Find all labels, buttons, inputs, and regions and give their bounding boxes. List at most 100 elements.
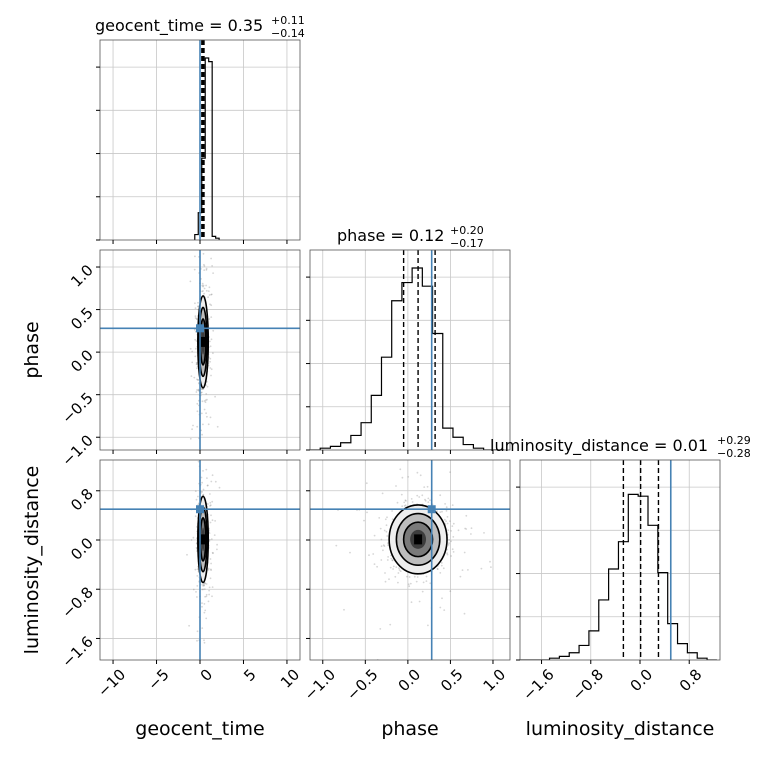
panel-luminosity-distance-vs-geocent-time xyxy=(96,435,301,667)
title-geocent-time: geocent_time = 0.35 xyxy=(95,16,263,36)
sample-point xyxy=(195,340,198,342)
sample-point xyxy=(391,559,394,562)
sample-point xyxy=(196,639,198,642)
sample-point xyxy=(192,424,194,427)
sample-point xyxy=(202,588,205,591)
sample-point xyxy=(205,284,208,287)
histogram-step xyxy=(520,493,717,660)
sample-point xyxy=(410,601,413,604)
sample-point xyxy=(209,501,212,504)
sample-point xyxy=(210,293,213,296)
sample-point xyxy=(189,437,192,440)
sample-point xyxy=(382,549,384,552)
sample-point xyxy=(204,609,207,612)
sample-point xyxy=(427,501,430,503)
sample-point xyxy=(205,468,208,471)
sample-point xyxy=(206,484,209,487)
sample-point xyxy=(205,289,208,292)
histogram-step xyxy=(194,57,220,240)
sample-point xyxy=(209,340,211,343)
panel-phase-vs-geocent-time xyxy=(96,249,301,454)
sample-point xyxy=(202,285,205,288)
sample-point xyxy=(204,582,207,585)
sample-point xyxy=(210,569,213,571)
sample-point xyxy=(195,591,197,593)
sample-point xyxy=(395,485,397,487)
contour-line xyxy=(197,295,210,389)
title-geocent-time-plus: +0.11 xyxy=(271,14,305,27)
sample-point xyxy=(211,595,213,598)
sample-point xyxy=(376,565,378,568)
sample-point xyxy=(192,536,195,539)
sample-point xyxy=(436,568,439,570)
histogram-bar xyxy=(599,600,609,660)
sample-point xyxy=(194,338,197,341)
sample-point xyxy=(188,624,191,627)
sample-point xyxy=(307,554,309,556)
sample-point xyxy=(200,456,202,458)
sample-point xyxy=(410,498,413,500)
sample-point xyxy=(372,553,375,555)
sample-point xyxy=(419,474,422,477)
sample-point xyxy=(424,499,427,502)
sample-point xyxy=(208,532,211,535)
sample-point xyxy=(203,263,205,266)
x-tick-label: −1.6 xyxy=(519,666,557,704)
sample-point xyxy=(208,538,211,541)
density-peak xyxy=(414,534,423,545)
sample-point xyxy=(208,586,211,589)
xlabel-geocent-time: geocent_time xyxy=(135,718,264,740)
sample-point xyxy=(209,558,212,560)
contour-line xyxy=(395,512,441,567)
sample-point xyxy=(207,567,210,570)
sample-point xyxy=(212,352,214,355)
sample-point xyxy=(446,516,449,518)
sample-point xyxy=(197,665,199,667)
sample-point xyxy=(201,282,204,285)
sample-point xyxy=(408,585,411,588)
sample-point xyxy=(388,578,390,581)
x-tick-label: −10 xyxy=(94,666,129,701)
x-tick-label: 1.0 xyxy=(480,666,510,696)
sample-point xyxy=(206,435,208,437)
sample-point xyxy=(211,474,214,477)
sample-point xyxy=(189,280,192,283)
x-tick-label: −1.0 xyxy=(301,666,339,704)
sample-point xyxy=(209,416,212,419)
sample-point xyxy=(190,539,193,541)
sample-point xyxy=(210,304,213,307)
sample-point xyxy=(202,252,205,255)
x-tick-label: −0.5 xyxy=(343,666,381,704)
y-tick-label: 0.8 xyxy=(67,485,97,515)
sample-point xyxy=(196,575,199,577)
sample-point xyxy=(208,286,211,289)
sample-point xyxy=(211,519,214,522)
density-peak xyxy=(199,336,208,347)
sample-point xyxy=(202,583,205,586)
sample-point xyxy=(209,493,211,495)
sample-point xyxy=(207,296,210,299)
sample-point xyxy=(194,307,197,309)
sample-point xyxy=(382,544,385,547)
sample-point xyxy=(448,442,450,444)
sample-point xyxy=(196,568,199,570)
sample-point xyxy=(416,471,419,474)
sample-point xyxy=(408,576,411,578)
sample-point xyxy=(480,567,483,570)
sample-point xyxy=(445,520,447,523)
sample-point xyxy=(207,600,210,603)
sample-point xyxy=(194,315,197,318)
sample-point xyxy=(201,400,204,403)
histogram-bar xyxy=(341,443,351,450)
sample-point xyxy=(212,329,215,332)
sample-point xyxy=(384,572,386,574)
x-tick-label: −0.8 xyxy=(569,666,607,704)
sample-point xyxy=(387,556,389,558)
sample-point xyxy=(398,569,401,571)
sample-point xyxy=(335,544,338,547)
contour-line xyxy=(402,521,434,558)
sample-point xyxy=(212,552,214,555)
sample-point xyxy=(209,345,212,348)
x-tick-label: 0.0 xyxy=(395,666,425,696)
density xyxy=(307,442,510,660)
